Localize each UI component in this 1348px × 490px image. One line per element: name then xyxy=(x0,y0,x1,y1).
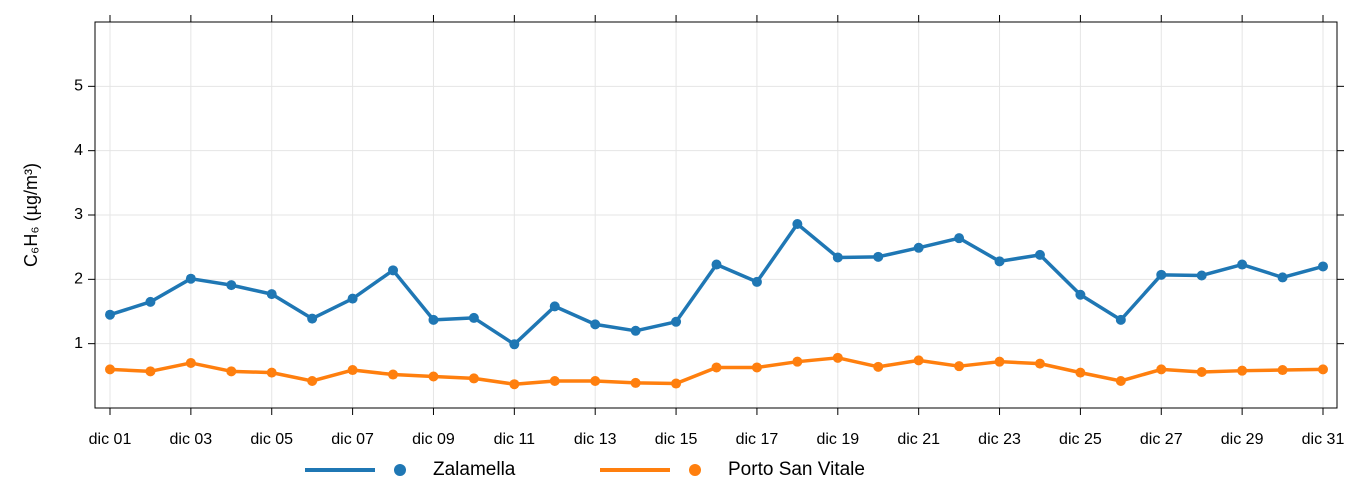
data-point xyxy=(549,301,560,312)
data-point xyxy=(307,375,318,386)
data-point xyxy=(549,375,560,386)
data-point xyxy=(468,312,479,323)
data-point xyxy=(1237,365,1248,376)
data-point xyxy=(1156,364,1167,375)
data-point xyxy=(1034,249,1045,260)
x-tick-label: dic 07 xyxy=(331,431,374,448)
x-tick-label: dic 19 xyxy=(816,431,859,448)
data-point xyxy=(873,361,884,372)
x-tick-label: dic 29 xyxy=(1221,431,1264,448)
x-tick-label: dic 17 xyxy=(736,431,779,448)
x-tick-label: dic 01 xyxy=(89,431,132,448)
data-point xyxy=(590,375,601,386)
data-point xyxy=(1075,289,1086,300)
data-point xyxy=(630,325,641,336)
data-point xyxy=(711,259,722,270)
data-point xyxy=(1196,270,1207,281)
data-point xyxy=(145,366,156,377)
data-point xyxy=(913,355,924,366)
legend-dot xyxy=(394,464,406,476)
data-point xyxy=(1237,259,1248,270)
y-tick-label: 5 xyxy=(74,78,83,95)
data-point xyxy=(751,276,762,287)
legend-label: Zalamella xyxy=(433,459,516,480)
series-line xyxy=(109,222,1324,347)
x-tick-label: dic 03 xyxy=(170,431,213,448)
y-tick-label: 2 xyxy=(74,271,83,288)
data-point xyxy=(590,319,601,330)
data-point xyxy=(711,362,722,373)
data-point xyxy=(832,252,843,263)
x-tick-label: dic 09 xyxy=(412,431,455,448)
data-point xyxy=(266,367,277,378)
data-point xyxy=(792,219,803,230)
data-point xyxy=(873,251,884,262)
data-point xyxy=(226,280,237,291)
data-point xyxy=(307,313,318,324)
data-point xyxy=(509,379,520,390)
legend-dot xyxy=(689,464,701,476)
data-point xyxy=(954,361,965,372)
data-point xyxy=(671,378,682,389)
data-point xyxy=(994,256,1005,267)
data-point xyxy=(428,314,439,325)
data-point xyxy=(1318,364,1328,375)
data-point xyxy=(1034,358,1045,369)
x-tick-label: dic 27 xyxy=(1140,431,1183,448)
data-point xyxy=(1277,365,1288,376)
x-tick-label: dic 25 xyxy=(1059,431,1102,448)
x-tick-label: dic 15 xyxy=(655,431,698,448)
plot-frame xyxy=(94,21,1338,409)
legend-label: Porto San Vitale xyxy=(728,459,865,480)
data-point xyxy=(266,289,277,300)
data-point xyxy=(792,356,803,367)
data-point xyxy=(671,316,682,327)
data-point xyxy=(954,233,965,244)
data-point xyxy=(388,369,399,380)
y-axis-label: C₆H₆ (µg/m³) xyxy=(21,163,41,267)
data-point xyxy=(347,365,358,376)
x-tick-label: dic 31 xyxy=(1302,431,1345,448)
y-tick-label: 4 xyxy=(74,142,83,159)
data-point xyxy=(509,339,520,350)
data-point xyxy=(1156,269,1167,280)
data-point xyxy=(105,309,115,320)
data-point xyxy=(185,357,196,368)
data-point xyxy=(145,296,156,307)
x-tick-label: dic 13 xyxy=(574,431,617,448)
data-point xyxy=(1075,367,1086,378)
data-point xyxy=(468,373,479,384)
data-point xyxy=(428,371,439,382)
data-point xyxy=(994,356,1005,367)
data-point xyxy=(388,265,399,276)
data-point xyxy=(630,377,641,388)
x-tick-label: dic 05 xyxy=(250,431,293,448)
data-point xyxy=(105,364,115,375)
x-tick-label: dic 11 xyxy=(494,431,536,448)
data-point xyxy=(1196,366,1207,377)
data-point xyxy=(1318,261,1328,272)
data-point xyxy=(1115,375,1126,386)
x-tick-label: dic 23 xyxy=(978,431,1021,448)
data-point xyxy=(1277,272,1288,283)
x-tick-label: dic 21 xyxy=(897,431,940,448)
data-point xyxy=(185,273,196,284)
data-point xyxy=(226,366,237,377)
y-tick-label: 3 xyxy=(74,206,83,223)
data-point xyxy=(832,352,843,363)
y-tick-label: 1 xyxy=(74,335,83,352)
data-point xyxy=(913,242,924,253)
data-point xyxy=(751,362,762,373)
data-point xyxy=(347,293,358,304)
data-point xyxy=(1115,314,1126,325)
